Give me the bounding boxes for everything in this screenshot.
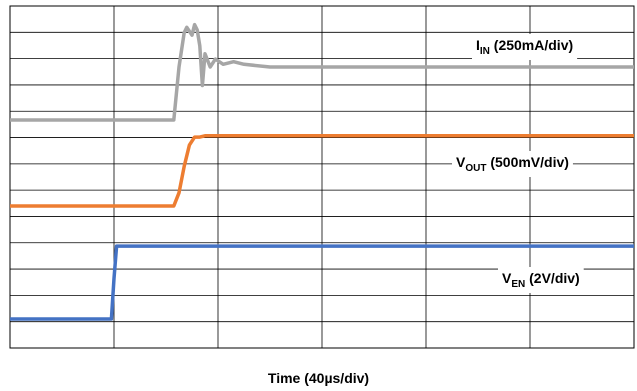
trace-label-background — [498, 267, 584, 293]
trace-label-background — [452, 151, 573, 177]
trace-label-out: VOUT (500mV/div) — [456, 154, 569, 174]
trace-out — [10, 134, 634, 208]
trace-en — [10, 244, 634, 321]
trace-labels: IIN (250mA/div) VOUT (500mV/div) VEN (2V/d… — [452, 34, 584, 293]
traces — [10, 22, 634, 321]
trace-label-background — [472, 34, 578, 60]
trace-in — [10, 22, 634, 122]
trace-label-in: IIN (250mA/div) — [476, 37, 573, 57]
trace-label-en: VEN (2V/div) — [502, 270, 580, 290]
x-axis-label: Time (40µs/div) — [267, 370, 370, 386]
